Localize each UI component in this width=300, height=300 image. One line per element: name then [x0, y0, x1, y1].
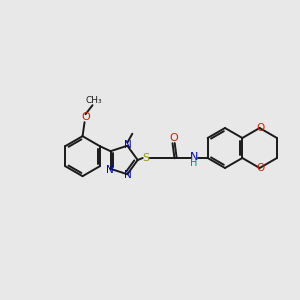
Text: O: O [169, 133, 178, 143]
Text: S: S [142, 153, 149, 163]
Text: O: O [256, 123, 265, 133]
Text: N: N [190, 152, 198, 162]
Text: O: O [256, 163, 265, 173]
Text: N: N [124, 140, 132, 150]
Text: O: O [81, 112, 90, 122]
Text: N: N [106, 165, 113, 175]
Text: N: N [124, 170, 132, 180]
Text: CH₃: CH₃ [85, 96, 102, 105]
Text: H: H [190, 158, 197, 169]
